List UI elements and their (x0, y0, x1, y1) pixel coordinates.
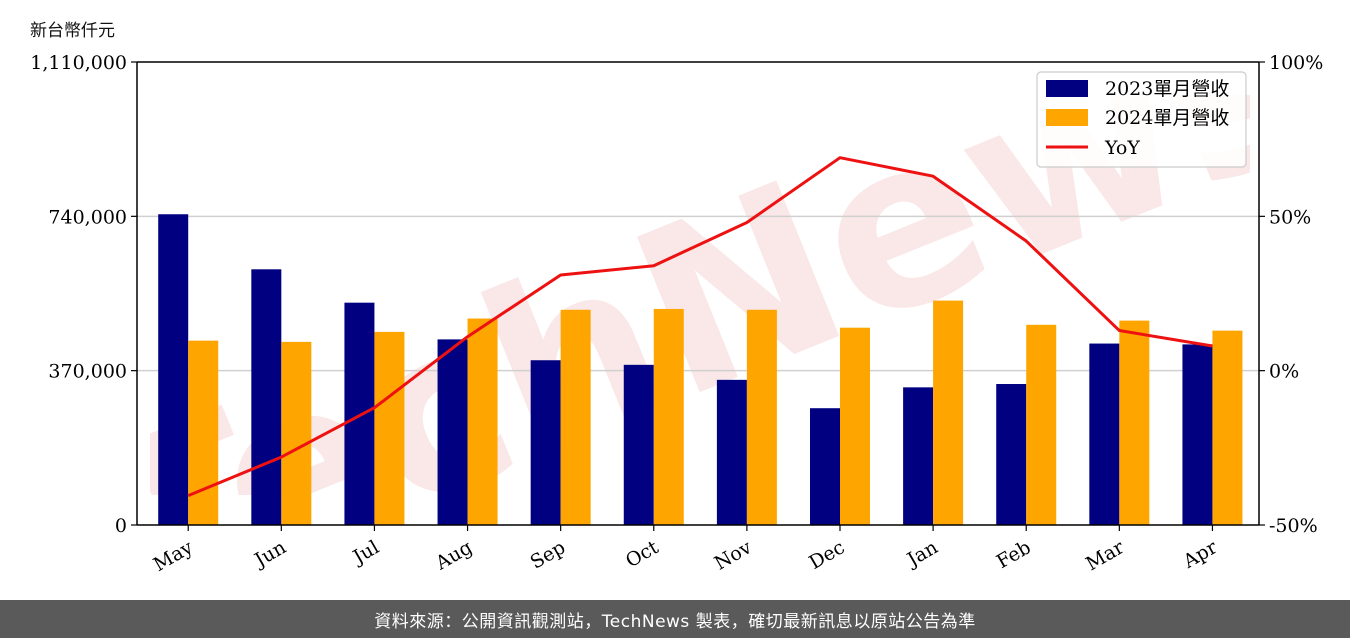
revenue-chart: 0 370,000 740,000 1,110,000 -50% 0% 50% 100% May… (30, 52, 1323, 576)
source-footer: 資料來源：公開資訊觀測站，TechNews 製表，確切最新訊息以原站公告為準 (0, 600, 1350, 638)
left-tick-label: 1,110,000 (30, 52, 127, 74)
left-tick-label: 370,000 (48, 361, 127, 383)
bar-2024-feb (1026, 324, 1057, 525)
bar-2023-dec (809, 408, 840, 525)
bar-2023-sep (530, 360, 561, 525)
y-axis-unit-label: 新台幣仟元 (30, 21, 115, 41)
legend-swatch (1046, 80, 1088, 97)
x-tick-label: Nov (711, 536, 756, 575)
x-tick-label: Jul (348, 536, 383, 569)
x-tick-label: Dec (805, 536, 848, 574)
legend-label: YoY (1104, 137, 1140, 159)
legend-swatch (1046, 109, 1088, 126)
x-tick-label: Aug (431, 536, 476, 575)
legend-label: 2023單月營收 (1105, 78, 1229, 100)
bar-2024-mar (1119, 320, 1150, 525)
bar-2023-nov (716, 379, 747, 525)
bar-2024-apr (1212, 330, 1243, 525)
bar-2024-jun (281, 341, 312, 525)
x-tick-label: Mar (1082, 536, 1128, 575)
x-tick-label: May (150, 536, 197, 576)
yoy-line (187, 156, 1213, 498)
x-tick-label: Apr (1179, 536, 1222, 573)
x-tick-label: Sep (527, 536, 570, 573)
x-tick-label: Feb (993, 536, 1035, 573)
bar-2024-may (188, 340, 219, 525)
x-tick-label: Jun (249, 536, 290, 572)
bar-2023-aug (437, 339, 468, 525)
bar-2023-may (158, 214, 189, 525)
right-tick-label: 0% (1269, 361, 1299, 383)
x-tick-label: Oct (622, 536, 663, 572)
bar-2024-nov (746, 309, 777, 525)
bar-2023-apr (1182, 344, 1213, 525)
left-tick-label: 0 (115, 515, 127, 537)
x-tick-label: Jan (902, 536, 942, 572)
bar-2024-jul (374, 331, 405, 525)
right-tick-label: -50% (1269, 515, 1318, 537)
bar-2024-sep (560, 309, 591, 525)
bar-2023-mar (1089, 343, 1120, 525)
bar-2023-jan (903, 387, 934, 525)
bar-2023-oct (623, 364, 654, 525)
legend-label: 2024單月營收 (1105, 107, 1229, 129)
right-tick-label: 100% (1269, 52, 1323, 74)
bar-2023-jun (251, 269, 282, 525)
bar-2023-feb (996, 384, 1027, 525)
right-tick-label: 50% (1269, 206, 1311, 228)
bar-2024-dec (839, 327, 870, 525)
left-tick-label: 740,000 (48, 206, 127, 228)
bar-2024-jan (933, 300, 964, 525)
bar-2024-aug (467, 318, 498, 525)
bar-2024-oct (653, 308, 684, 525)
legend-box (1036, 71, 1247, 168)
bar-2023-jul (344, 302, 375, 525)
